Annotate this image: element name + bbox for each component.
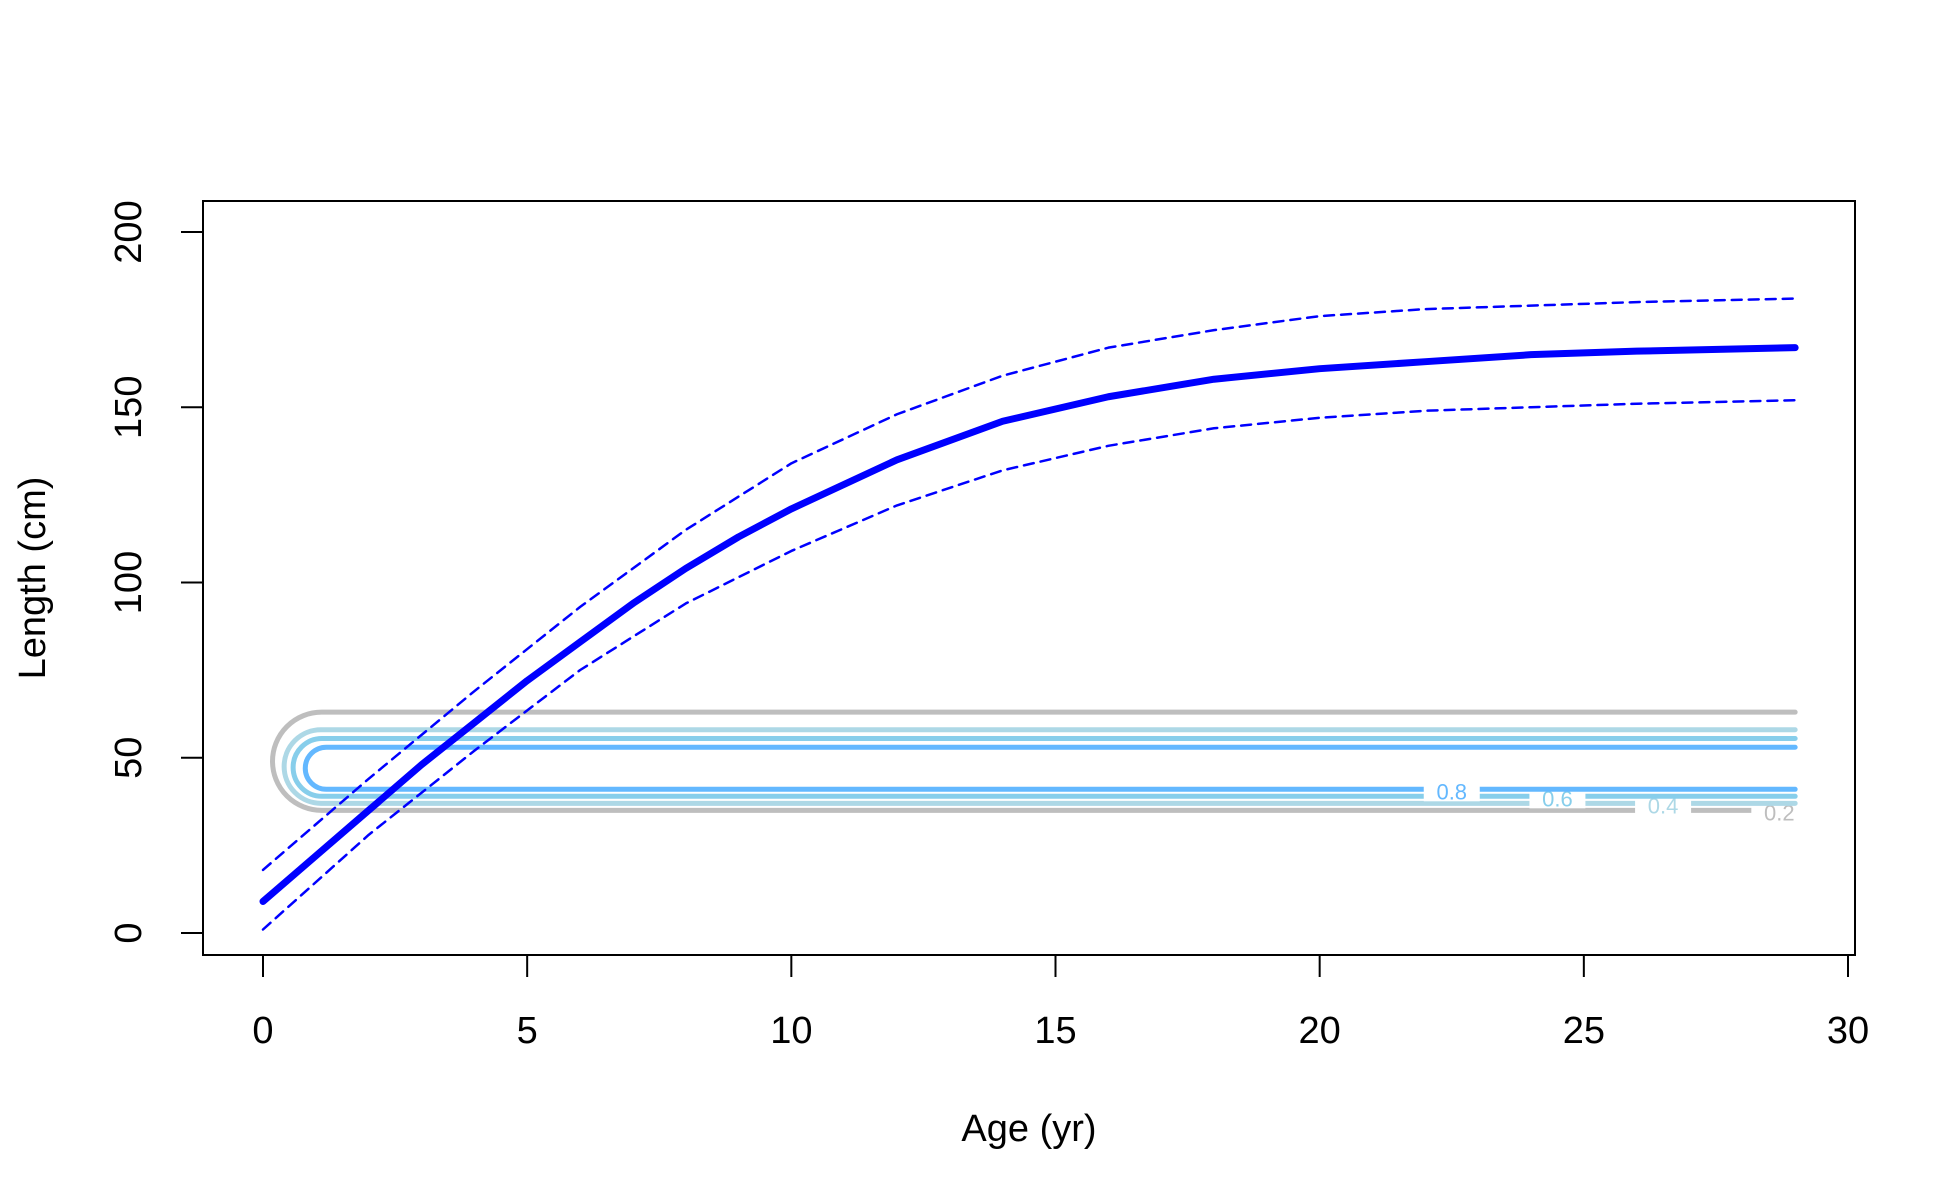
x-tick-label: 15 bbox=[1034, 1010, 1076, 1052]
x-axis-label: Age (yr) bbox=[961, 1108, 1096, 1150]
contour-layer: 0.20.40.60.8 bbox=[270, 709, 1808, 825]
x-tick-label: 5 bbox=[517, 1010, 538, 1052]
contour-line-0-2 bbox=[270, 709, 1798, 813]
contour-label-0-8: 0.8 bbox=[1436, 779, 1467, 804]
mean-growth-curve bbox=[259, 344, 1799, 905]
x-tick-label: 20 bbox=[1299, 1010, 1341, 1052]
y-tick-label: 50 bbox=[108, 737, 150, 779]
y-tick-label: 150 bbox=[108, 376, 150, 439]
contour-line-0-6 bbox=[290, 735, 1798, 799]
x-tick-label: 0 bbox=[252, 1010, 273, 1052]
series-layer bbox=[259, 297, 1799, 931]
interval-curve-1 bbox=[261, 297, 1797, 872]
y-tick-label: 200 bbox=[108, 200, 150, 263]
axis-layer: 0 5 10 15 20 25 30 0 50 100 150 200 bbox=[108, 200, 1869, 1052]
interval-curve-2 bbox=[261, 398, 1797, 931]
contour-line-0-8 bbox=[302, 744, 1798, 792]
y-tick-label: 100 bbox=[108, 551, 150, 614]
contour-label-bg-0-8 bbox=[1423, 777, 1480, 802]
x-tick-label: 25 bbox=[1563, 1010, 1605, 1052]
plot-frame bbox=[202, 200, 1856, 956]
x-tick-label: 30 bbox=[1827, 1010, 1869, 1052]
y-tick-label: 0 bbox=[108, 922, 150, 943]
y-axis-label: Length (cm) bbox=[12, 477, 54, 680]
x-tick-label: 10 bbox=[770, 1010, 812, 1052]
contour-line-0-4 bbox=[281, 727, 1798, 806]
